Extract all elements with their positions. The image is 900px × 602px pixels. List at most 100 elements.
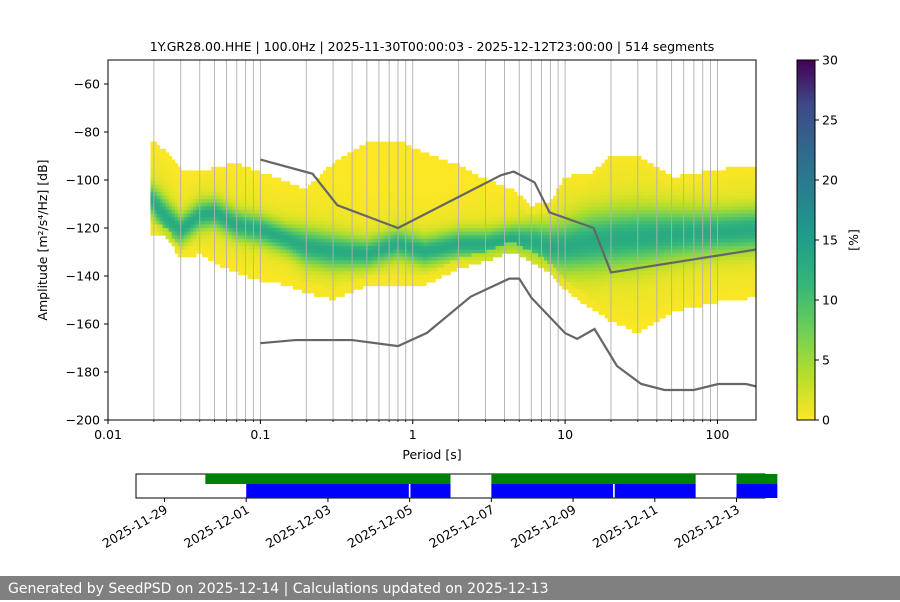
heatmap-cell (280, 195, 285, 200)
heatmap-cell (347, 256, 351, 261)
heatmap-cell (435, 156, 439, 161)
heatmap-cell (637, 166, 642, 171)
heatmap-cell (601, 217, 606, 222)
heatmap-cell (329, 174, 333, 179)
heatmap-cell (592, 174, 597, 179)
heatmap-cell (592, 231, 597, 236)
heatmap-cell (201, 224, 206, 229)
heatmap-cell (383, 145, 388, 150)
heatmap-cell (586, 246, 591, 251)
heatmap-cell (374, 249, 379, 254)
heatmap-cell (562, 285, 566, 290)
heatmap-cell (419, 202, 424, 207)
heatmap-cell (265, 192, 270, 197)
heatmap-cell (598, 300, 603, 305)
heatmap-cell (589, 213, 594, 218)
heatmap-cell (316, 253, 321, 258)
heatmap-cell (208, 174, 212, 179)
heatmap-cell (404, 238, 409, 243)
heatmap-cell (356, 188, 360, 193)
heatmap-cell (468, 238, 472, 243)
heatmap-cell (165, 192, 170, 197)
heatmap-cell (544, 220, 548, 225)
heatmap-cell (613, 296, 618, 301)
heatmap-cell (619, 278, 624, 283)
heatmap-cell (413, 163, 418, 168)
heatmap-cell (477, 228, 482, 233)
heatmap-cell (223, 220, 227, 225)
heatmap-cell (338, 163, 342, 168)
heatmap-cell (274, 228, 279, 233)
heatmap-cell (344, 181, 348, 186)
heatmap-cell (616, 195, 621, 200)
heatmap-cell (501, 224, 506, 229)
heatmap-cell (450, 217, 454, 222)
heatmap-cell (223, 242, 227, 247)
heatmap-cell (456, 188, 460, 193)
heatmap-cell (286, 282, 291, 287)
heatmap-cell (356, 206, 360, 211)
heatmap-cell (329, 177, 333, 182)
heatmap-cell (598, 210, 603, 215)
heatmap-cell (180, 213, 185, 218)
heatmap-cell (241, 231, 245, 236)
heatmap-cell (577, 285, 581, 290)
heatmap-cell (241, 181, 245, 186)
heatmap-cell (304, 228, 309, 233)
heatmap-cell (489, 181, 494, 186)
heatmap-cell (259, 267, 264, 272)
heatmap-cell (580, 210, 585, 215)
heatmap-cell (344, 260, 348, 265)
heatmap-cell (401, 278, 406, 283)
heatmap-cell (510, 246, 515, 251)
heatmap-cell (262, 224, 267, 229)
heatmap-cell (419, 184, 424, 189)
heatmap-cell (223, 249, 227, 254)
heatmap-cell (256, 274, 261, 279)
heatmap-cell (307, 271, 312, 276)
heatmap-cell (335, 188, 339, 193)
heatmap-cell (429, 231, 433, 236)
heatmap-cell (277, 242, 282, 247)
heatmap-cell (419, 267, 424, 272)
heatmap-cell (192, 242, 197, 247)
heatmap-cell (344, 235, 348, 240)
heatmap-cell (201, 170, 206, 175)
heatmap-cell (150, 224, 155, 229)
heatmap-cell (398, 170, 403, 175)
heatmap-cell (453, 181, 457, 186)
heatmap-cell (223, 199, 227, 204)
heatmap-cell (586, 253, 591, 258)
heatmap-cell (604, 166, 609, 171)
heatmap-cell (577, 213, 581, 218)
heatmap-cell (601, 238, 606, 243)
heatmap-cell (359, 278, 364, 283)
heatmap-cell (477, 224, 482, 229)
heatmap-cell (625, 159, 630, 164)
heatmap-cell (313, 181, 318, 186)
heatmap-cell (553, 267, 557, 272)
heatmap-cell (250, 235, 255, 240)
heatmap-cell (262, 256, 267, 261)
heatmap-cell (392, 148, 397, 153)
heatmap-cell (226, 195, 230, 200)
heatmap-cell (519, 228, 524, 233)
heatmap-cell (586, 300, 591, 305)
heatmap-cell (404, 174, 409, 179)
heatmap-cell (298, 206, 303, 211)
heatmap-cell (310, 289, 315, 294)
heatmap-cell (229, 184, 233, 189)
heatmap-cell (383, 206, 388, 211)
heatmap-cell (586, 289, 591, 294)
heatmap-cell (241, 249, 245, 254)
heatmap-cell (192, 224, 197, 229)
heatmap-cell (253, 231, 258, 236)
heatmap-cell (550, 206, 554, 211)
heatmap-cell (456, 253, 460, 258)
heatmap-cell (356, 202, 360, 207)
heatmap-cell (320, 289, 324, 294)
heatmap-cell (201, 213, 206, 218)
heatmap-cell (622, 296, 627, 301)
heatmap-cell (610, 285, 615, 290)
heatmap-cell (362, 278, 367, 283)
